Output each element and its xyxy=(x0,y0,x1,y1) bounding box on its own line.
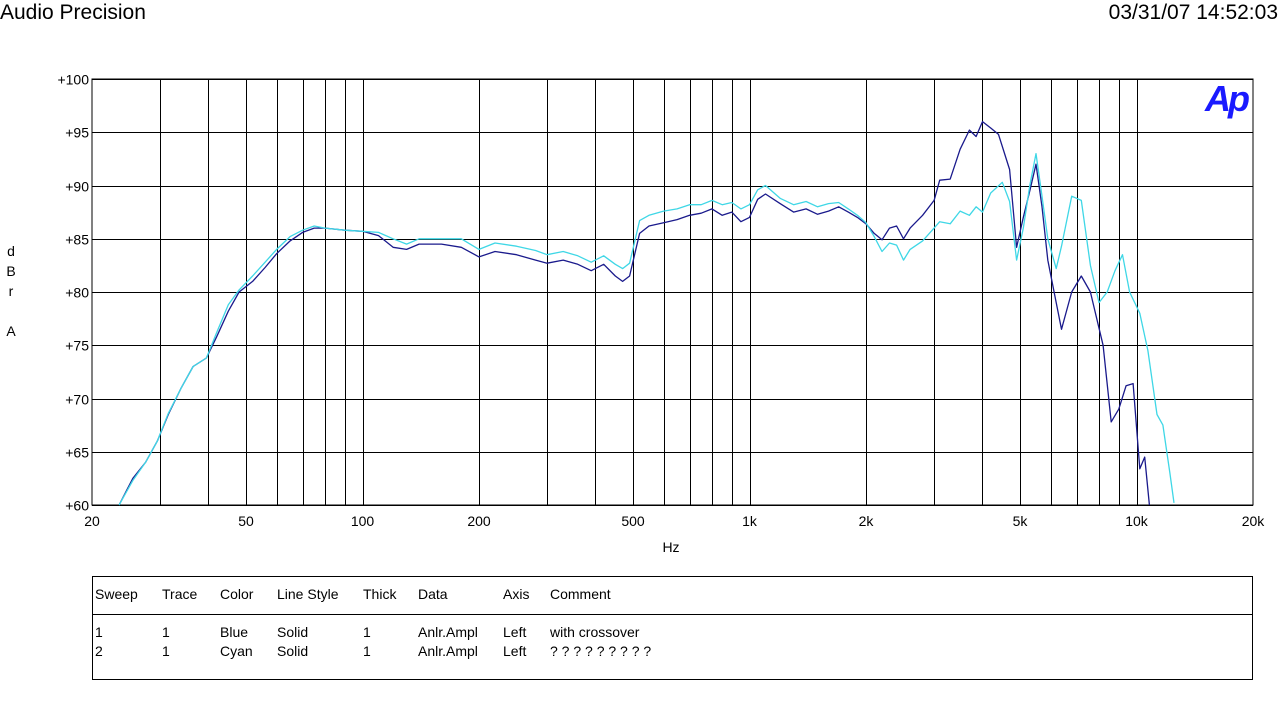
legend-header-thick: Thick xyxy=(363,586,397,602)
x-tick-label: 5k xyxy=(1013,513,1029,529)
plot-frame xyxy=(91,78,1254,506)
legend-cell: Blue xyxy=(220,624,249,640)
legend-cell: 1 xyxy=(162,643,170,659)
legend-cell: 1 xyxy=(95,624,103,640)
legend-cell: 2 xyxy=(95,643,103,659)
legend-cell: with crossover xyxy=(550,624,640,640)
legend-divider xyxy=(93,614,1252,615)
y-tick-label: +100 xyxy=(57,72,89,88)
legend-header-line-style: Line Style xyxy=(277,586,339,602)
x-tick-label: 20 xyxy=(84,513,100,529)
legend-cell: Cyan xyxy=(220,643,253,659)
x-tick-label: 100 xyxy=(351,513,375,529)
legend-header-comment: Comment xyxy=(550,586,611,602)
y-tick-label: +75 xyxy=(65,338,89,354)
x-tick-label: 20k xyxy=(1242,513,1266,529)
x-tick-label: 50 xyxy=(238,513,254,529)
legend-cell: Anlr.Ampl xyxy=(418,624,478,640)
y-axis-label-char: d xyxy=(7,243,15,259)
y-tick-label: +60 xyxy=(65,498,89,514)
x-tick-label: 10k xyxy=(1125,513,1149,529)
x-tick-label: 1k xyxy=(742,513,758,529)
legend-cell: 1 xyxy=(363,643,371,659)
series-lines xyxy=(118,120,1175,506)
legend-cell: ? ? ? ? ? ? ? ? ? xyxy=(550,643,652,659)
legend-cell: Solid xyxy=(277,624,309,640)
legend-cell: Solid xyxy=(277,643,309,659)
legend-cell: 1 xyxy=(363,624,371,640)
y-axis-label-char: A xyxy=(6,323,16,339)
series-line-1 xyxy=(118,120,1151,506)
timestamp: 03/31/07 14:52:03 xyxy=(1108,1,1278,24)
y-axis-label-char: r xyxy=(8,283,14,299)
legend-header-axis: Axis xyxy=(503,586,530,602)
x-tick-labels: 20 50 100 200 500 1k 2k 5k 10k 20k xyxy=(84,513,1265,529)
x-tick-label: 500 xyxy=(621,513,645,529)
y-tick-label: +80 xyxy=(65,285,89,301)
x-tick-label: 2k xyxy=(859,513,875,529)
x-axis-label: Hz xyxy=(662,539,679,555)
legend-cell: Left xyxy=(503,624,527,640)
y-axis-label-char: B xyxy=(6,263,16,279)
frequency-response-chart: 20 50 100 200 500 1k 2k 5k 10k 20k +100+95+90+85+… xyxy=(57,72,1265,556)
app-title: Audio Precision xyxy=(0,1,146,24)
legend-header-color: Color xyxy=(220,586,254,602)
horizontal-gridlines xyxy=(92,79,1253,506)
legend-cell: 1 xyxy=(162,624,170,640)
ap-logo: Ap xyxy=(1204,78,1249,119)
legend-header-trace: Trace xyxy=(162,586,198,602)
y-tick-label: +85 xyxy=(65,232,89,248)
x-tick-label: 200 xyxy=(467,513,491,529)
legend-header-data: Data xyxy=(418,586,448,602)
legend-cell: Anlr.Ampl xyxy=(418,643,478,659)
y-tick-labels: +100 +95 +90 +85 +80 +75 +70 +65 +60 xyxy=(57,72,89,514)
y-tick-label: +70 xyxy=(65,392,89,408)
legend-cell: Left xyxy=(503,643,527,659)
sweep-legend-table: Sweep Trace Color Line Style Thick Data … xyxy=(92,576,1253,680)
legend-header-sweep: Sweep xyxy=(95,586,138,602)
y-tick-label: +90 xyxy=(65,179,89,195)
series-line-2 xyxy=(118,152,1175,506)
y-tick-label: +65 xyxy=(65,445,89,461)
y-tick-label: +95 xyxy=(65,125,89,141)
